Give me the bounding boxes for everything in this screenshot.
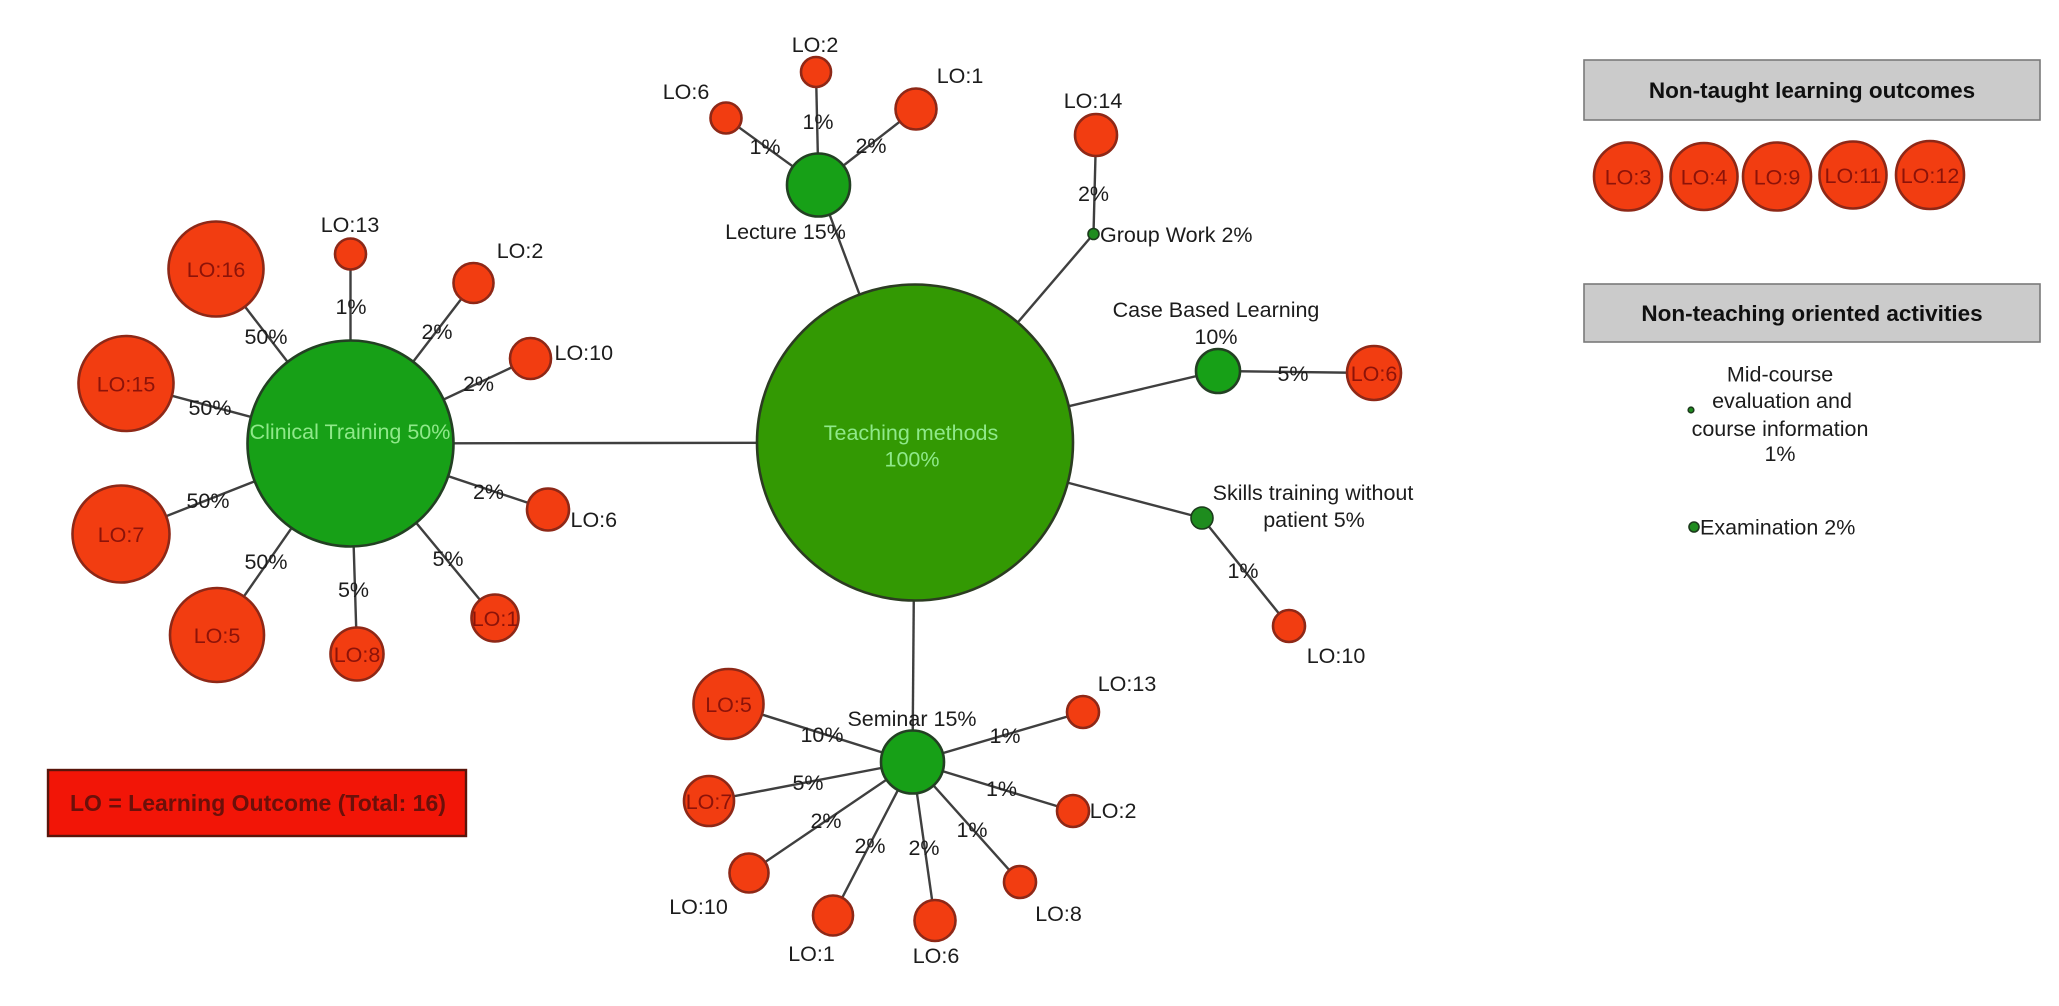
svg-text:50%: 50% xyxy=(186,489,229,513)
svg-text:LO:1: LO:1 xyxy=(788,942,835,966)
svg-text:5%: 5% xyxy=(792,771,823,795)
svg-text:LO:15: LO:15 xyxy=(97,373,156,397)
svg-text:1%: 1% xyxy=(802,110,833,134)
svg-text:1%: 1% xyxy=(956,818,987,842)
svg-text:2%: 2% xyxy=(473,480,504,504)
svg-text:LO:10: LO:10 xyxy=(555,341,614,365)
svg-text:2%: 2% xyxy=(1078,182,1109,206)
svg-text:LO:14: LO:14 xyxy=(1064,89,1123,113)
svg-text:LO:5: LO:5 xyxy=(705,693,752,717)
svg-text:patient 5%: patient 5% xyxy=(1263,508,1365,532)
svg-text:1%: 1% xyxy=(989,724,1020,748)
svg-text:50%: 50% xyxy=(188,396,231,420)
svg-text:LO:2: LO:2 xyxy=(1090,799,1137,823)
svg-text:LO:10: LO:10 xyxy=(1307,644,1366,668)
svg-text:Lecture 15%: Lecture 15% xyxy=(725,220,846,244)
svg-text:5%: 5% xyxy=(338,578,369,602)
svg-text:1%: 1% xyxy=(749,135,780,159)
svg-text:LO:7: LO:7 xyxy=(98,523,145,547)
svg-text:1%: 1% xyxy=(1764,442,1795,466)
svg-text:LO:11: LO:11 xyxy=(1825,164,1882,188)
svg-text:LO:8: LO:8 xyxy=(334,643,381,667)
svg-text:LO:2: LO:2 xyxy=(497,239,544,263)
svg-text:2%: 2% xyxy=(463,372,494,396)
svg-text:10%: 10% xyxy=(800,723,843,747)
svg-text:2%: 2% xyxy=(421,320,452,344)
svg-text:Mid-course: Mid-course xyxy=(1727,363,1833,387)
svg-text:LO:1: LO:1 xyxy=(937,64,984,88)
svg-text:LO:4: LO:4 xyxy=(1681,166,1728,190)
svg-text:Seminar 15%: Seminar 15% xyxy=(847,707,976,731)
svg-text:Examination 2%: Examination 2% xyxy=(1700,516,1855,540)
svg-text:Non-teaching oriented activiti: Non-teaching oriented activities xyxy=(1641,301,1982,326)
svg-text:100%: 100% xyxy=(885,448,940,472)
svg-text:course information: course information xyxy=(1692,417,1869,441)
svg-text:50%: 50% xyxy=(244,550,287,574)
svg-text:Skills training without: Skills training without xyxy=(1213,481,1414,505)
svg-text:LO:1: LO:1 xyxy=(472,607,519,631)
svg-text:LO:12: LO:12 xyxy=(1901,164,1960,188)
svg-text:10%: 10% xyxy=(1194,325,1237,349)
svg-text:evaluation and: evaluation and xyxy=(1712,389,1852,413)
svg-text:LO:8: LO:8 xyxy=(1035,902,1082,926)
svg-text:LO:16: LO:16 xyxy=(187,258,246,282)
svg-text:50%: 50% xyxy=(244,325,287,349)
svg-text:LO:10: LO:10 xyxy=(669,895,728,919)
svg-text:5%: 5% xyxy=(1277,362,1308,386)
svg-text:LO:7: LO:7 xyxy=(686,790,733,814)
svg-text:LO:6: LO:6 xyxy=(571,508,618,532)
svg-text:LO:6: LO:6 xyxy=(663,80,710,104)
svg-text:LO:6: LO:6 xyxy=(1351,362,1398,386)
svg-text:2%: 2% xyxy=(908,836,939,860)
svg-text:LO:3: LO:3 xyxy=(1605,166,1652,190)
svg-text:LO:13: LO:13 xyxy=(321,213,380,237)
svg-text:LO = Learning Outcome (Total:: LO = Learning Outcome (Total: 16) xyxy=(70,790,446,816)
svg-text:1%: 1% xyxy=(335,295,366,319)
svg-text:2%: 2% xyxy=(810,809,841,833)
svg-text:5%: 5% xyxy=(432,547,463,571)
svg-text:2%: 2% xyxy=(854,834,885,858)
svg-text:1%: 1% xyxy=(1227,559,1258,583)
svg-text:Teaching methods: Teaching methods xyxy=(824,421,999,445)
svg-text:Case Based Learning: Case Based Learning xyxy=(1113,298,1320,322)
svg-text:Non-taught learning outcomes: Non-taught learning outcomes xyxy=(1649,78,1975,103)
svg-text:2%: 2% xyxy=(855,134,886,158)
svg-text:Group Work 2%: Group Work 2% xyxy=(1100,223,1253,247)
svg-text:LO:2: LO:2 xyxy=(792,33,839,57)
svg-text:LO:5: LO:5 xyxy=(194,624,241,648)
svg-text:Clinical Training 50%: Clinical Training 50% xyxy=(250,420,451,444)
svg-text:LO:6: LO:6 xyxy=(913,944,960,968)
svg-text:LO:9: LO:9 xyxy=(1754,166,1801,190)
svg-text:LO:13: LO:13 xyxy=(1098,672,1157,696)
svg-text:1%: 1% xyxy=(986,777,1017,801)
